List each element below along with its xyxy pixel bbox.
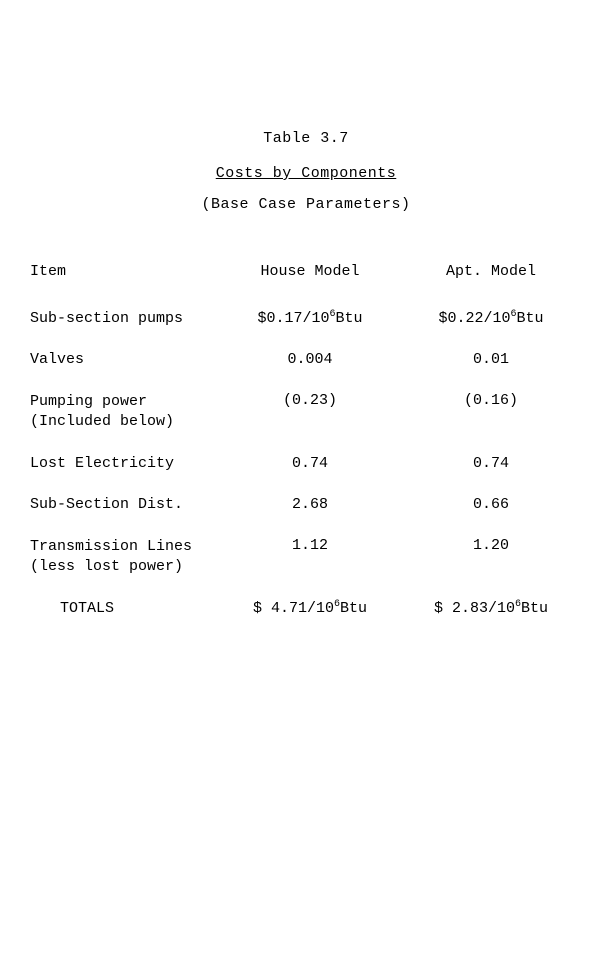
table-number: Table 3.7 bbox=[30, 130, 582, 147]
column-header-apt: Apt. Model bbox=[400, 263, 582, 280]
row-item: Lost Electricity bbox=[30, 455, 220, 472]
row-house-value: 0.004 bbox=[220, 351, 400, 368]
table-row: Transmission Lines (less lost power) 1.1… bbox=[30, 537, 582, 576]
row-apt-value: 0.01 bbox=[400, 351, 582, 368]
table-row: Pumping power (Included below) (0.23) (0… bbox=[30, 392, 582, 431]
cost-table: Item House Model Apt. Model Sub-section … bbox=[30, 263, 582, 617]
column-header-item: Item bbox=[30, 263, 220, 280]
row-apt-value: 0.74 bbox=[400, 455, 582, 472]
table-subtitle: (Base Case Parameters) bbox=[30, 196, 582, 213]
row-house-value: $0.17/106Btu bbox=[220, 310, 400, 327]
column-header-house: House Model bbox=[220, 263, 400, 280]
row-house-value: 0.74 bbox=[220, 455, 400, 472]
table-row: Sub-Section Dist. 2.68 0.66 bbox=[30, 496, 582, 513]
row-apt-value: (0.16) bbox=[400, 392, 582, 431]
row-house-value: 2.68 bbox=[220, 496, 400, 513]
table-row: Lost Electricity 0.74 0.74 bbox=[30, 455, 582, 472]
table-header: Table 3.7 Costs by Components (Base Case… bbox=[30, 130, 582, 213]
totals-apt-value: $ 2.83/106Btu bbox=[400, 600, 582, 617]
row-apt-value: 0.66 bbox=[400, 496, 582, 513]
row-apt-value: 1.20 bbox=[400, 537, 582, 576]
row-house-value: (0.23) bbox=[220, 392, 400, 431]
totals-label: TOTALS bbox=[30, 600, 220, 617]
row-house-value: 1.12 bbox=[220, 537, 400, 576]
totals-row: TOTALS $ 4.71/106Btu $ 2.83/106Btu bbox=[30, 600, 582, 617]
row-item: Pumping power (Included below) bbox=[30, 392, 220, 431]
row-item: Transmission Lines (less lost power) bbox=[30, 537, 220, 576]
totals-house-value: $ 4.71/106Btu bbox=[220, 600, 400, 617]
row-item: Sub-section pumps bbox=[30, 310, 220, 327]
row-item: Valves bbox=[30, 351, 220, 368]
row-apt-value: $0.22/106Btu bbox=[400, 310, 582, 327]
row-item: Sub-Section Dist. bbox=[30, 496, 220, 513]
table-row: Valves 0.004 0.01 bbox=[30, 351, 582, 368]
table-title: Costs by Components bbox=[30, 165, 582, 182]
table-column-headers: Item House Model Apt. Model bbox=[30, 263, 582, 280]
table-row: Sub-section pumps $0.17/106Btu $0.22/106… bbox=[30, 310, 582, 327]
